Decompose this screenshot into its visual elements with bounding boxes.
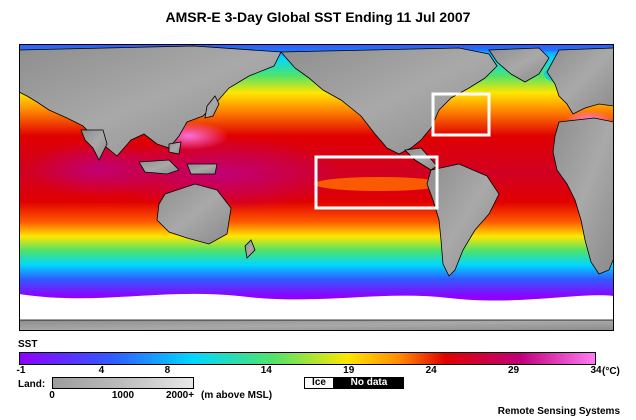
sst-map [19,44,614,331]
map-frame [19,44,614,331]
asia-landmass [19,45,282,157]
indian-warm-pool [29,141,169,197]
sst-colorbar [19,352,596,365]
sst-tick-label: 8 [164,365,171,376]
japan-landmass [204,95,220,119]
india-landmass [80,129,108,161]
new-zealand-landmass [244,239,256,259]
land-tick-label: 0 [49,390,55,401]
no-data-legend-box: No data [334,377,404,389]
europe-landmass [546,47,614,115]
sst-tick-label: 19 [343,365,355,376]
land-legend-label: Land: [18,379,46,390]
antarctica-landmass [19,319,614,331]
new-guinea-landmass [186,163,218,175]
sst-tick-label: 24 [425,365,437,376]
africa-landmass [552,117,614,275]
sst-tick-label: 29 [508,365,520,376]
indonesia-landmass [138,159,180,175]
credit-text: Remote Sensing Systems [497,406,620,417]
land-masses [19,45,614,331]
land-tick-label: 1000 [111,390,135,401]
highlight-box-north-atlantic [431,92,491,137]
sst-tick-label: 4 [98,365,105,376]
sst-tick-label: -1 [16,365,26,376]
ice-legend-box: Ice [304,377,334,389]
sst-tick-label: 34 [590,365,602,376]
sst-tick-label: 14 [260,365,272,376]
land-unit: (m above MSL) [201,390,273,401]
map-title: AMSR-E 3-Day Global SST Ending 11 Jul 20… [165,9,471,25]
sst-unit: (°C) [602,366,620,377]
north-america-landmass [280,47,498,155]
philippines-landmass [168,141,182,155]
greenland-landmass [488,47,550,83]
sst-legend-label: SST [18,339,38,350]
australia-landmass [156,183,232,245]
land-elevation-bar [52,377,194,389]
cold-tongue [314,177,444,191]
pacific-warm-pool [104,136,344,212]
land-tick-label: 2000+ [165,390,195,401]
highlight-box-east-pacific [314,155,439,210]
